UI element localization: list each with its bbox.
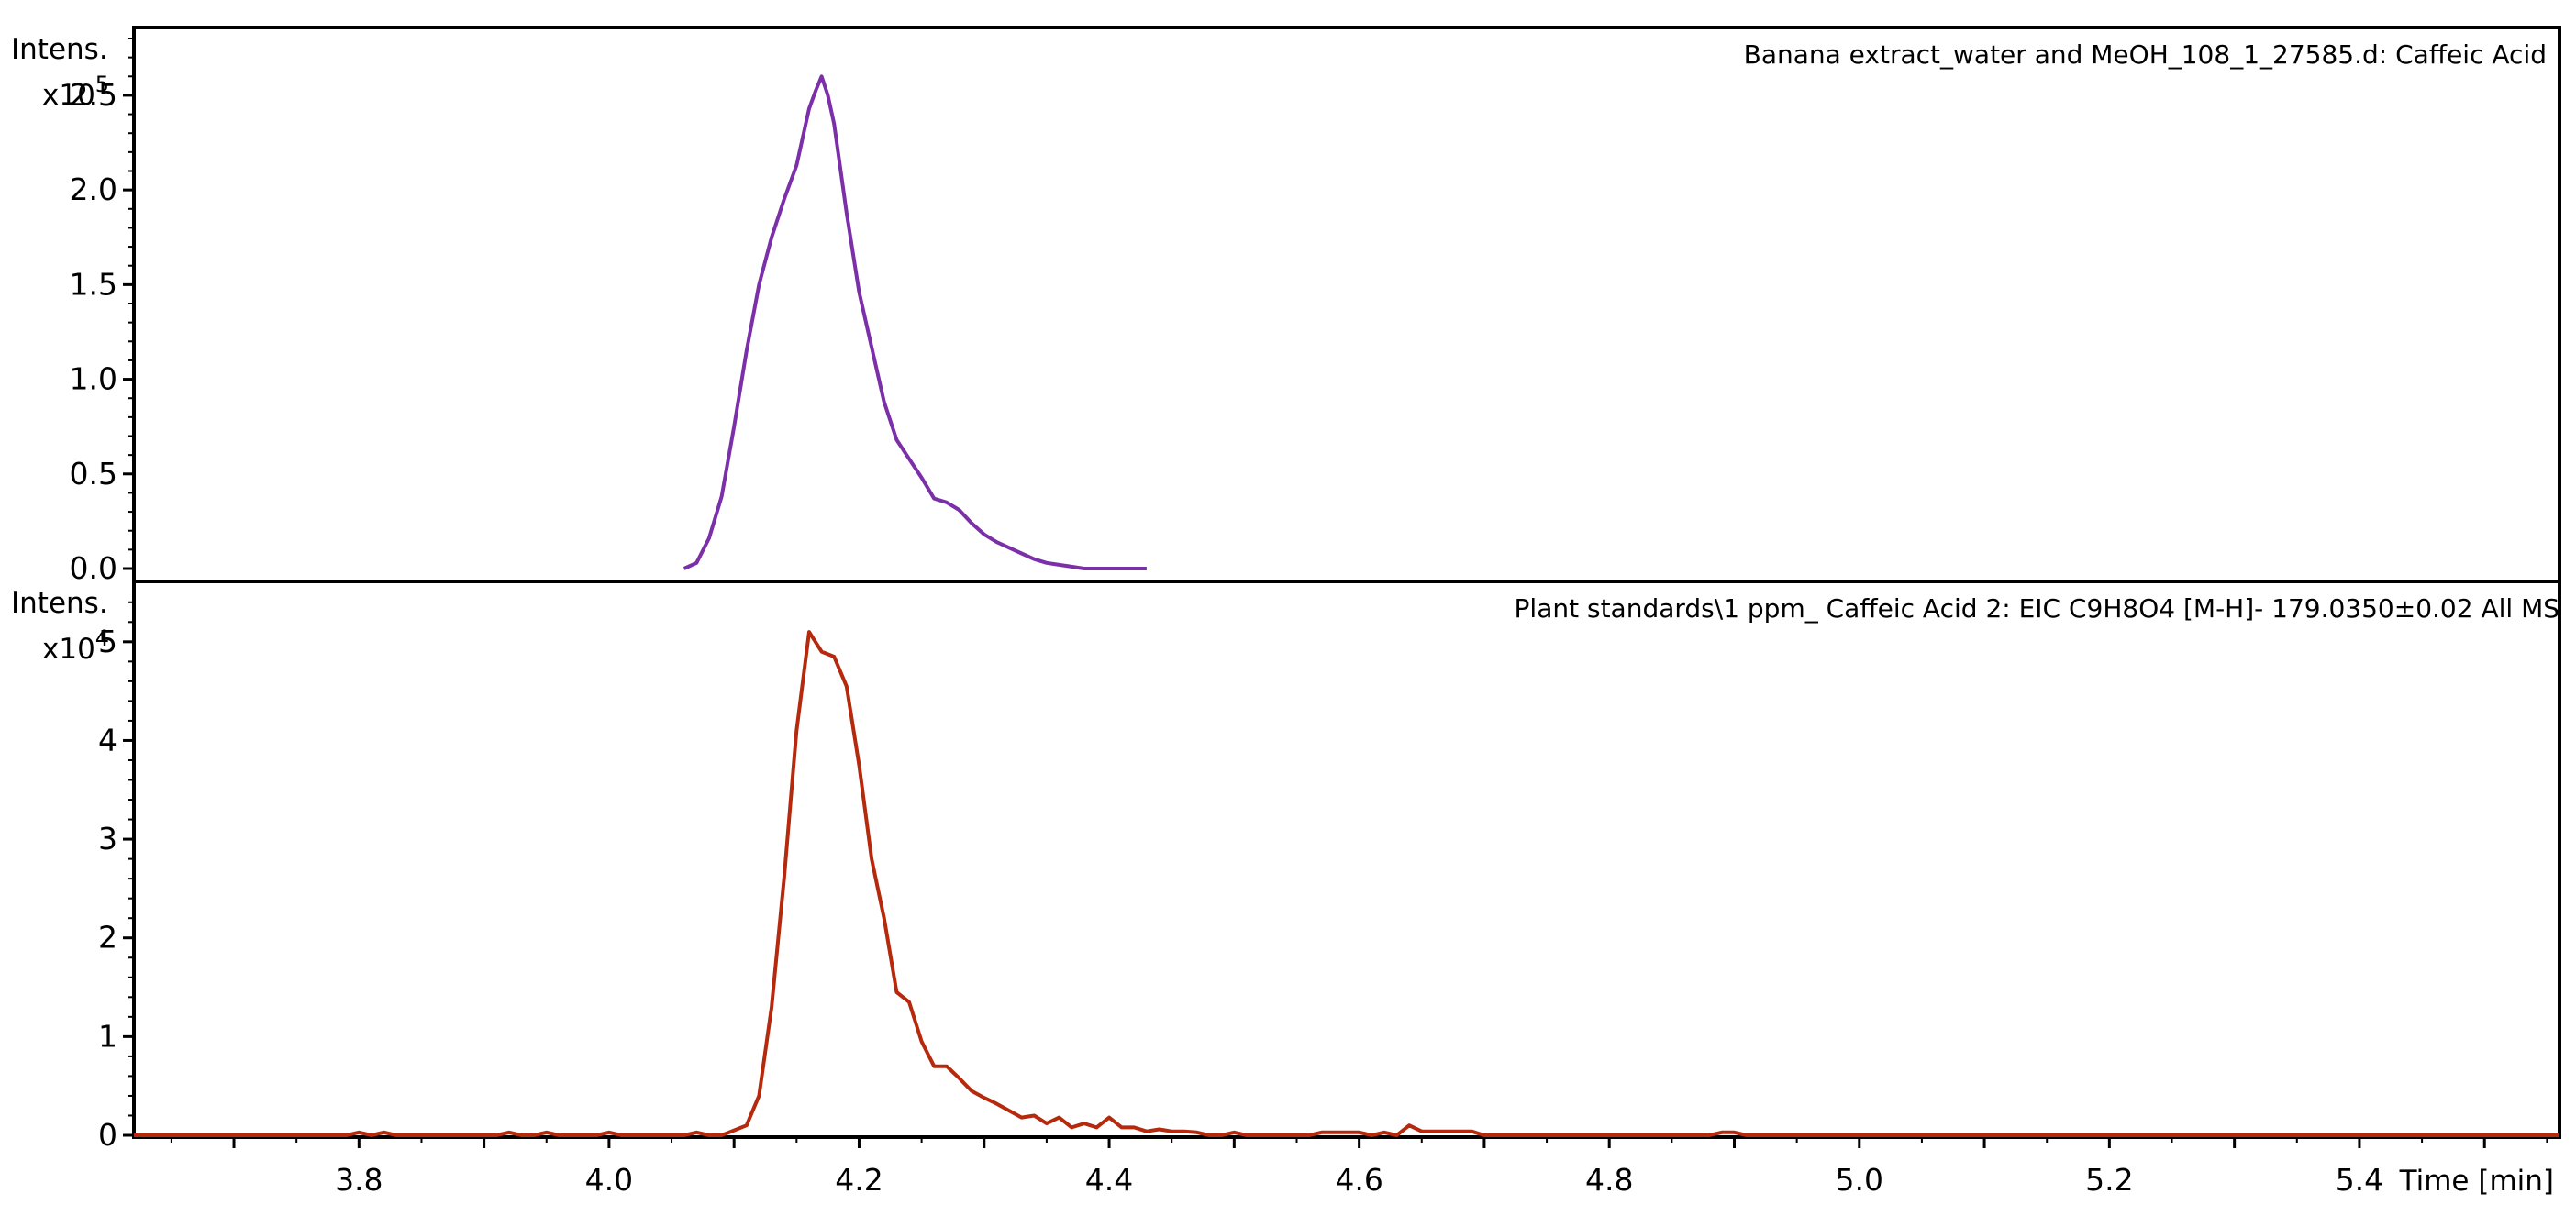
top-trace — [683, 74, 1147, 570]
bottom-chromatogram-panel: Intens. x104 Plant standards\1 ppm_ Caff… — [11, 580, 2561, 1198]
bottom-trace — [134, 630, 2559, 1137]
bottom-plot-frame — [132, 580, 2561, 1139]
top-y-tick-label: 2.0 — [70, 171, 117, 207]
x-tick-label: 5.2 — [2085, 1162, 2133, 1198]
bottom-y-tick-label: 2 — [98, 920, 117, 956]
top-y-minor-ticks — [128, 38, 134, 569]
top-y-tick-label: 1.0 — [70, 361, 117, 397]
top-trace-title: Banana extract_water and MeOH_108_1_2758… — [1744, 39, 2547, 70]
bottom-y-axis-label: Intens. — [11, 587, 108, 620]
bottom-y-tick-label: 4 — [98, 722, 117, 757]
bottom-y-ticks: 0 1 2 3 4 5 — [98, 624, 134, 1153]
bottom-y-tick-label: 0 — [98, 1117, 117, 1153]
x-tick-label: 4.0 — [585, 1162, 633, 1198]
top-y-axis-multiplier: x105 — [42, 72, 109, 112]
x-tick-label: 5.0 — [1836, 1162, 1883, 1198]
x-tick-label: 4.2 — [835, 1162, 883, 1198]
bottom-y-tick-label: 1 — [98, 1018, 117, 1054]
top-y-axis-label: Intens. — [11, 33, 108, 66]
x-tick-label: 5.4 — [2336, 1162, 2383, 1198]
x-axis-label: Time [min] — [2399, 1165, 2554, 1198]
top-plot-frame — [132, 26, 2561, 583]
bottom-trace-title: Plant standards\1 ppm_ Caffeic Acid 2: E… — [1515, 593, 2559, 624]
x-tick-label: 4.4 — [1085, 1162, 1133, 1198]
bottom-series-line — [134, 630, 2559, 1137]
bottom-y-minor-ticks — [128, 601, 134, 1136]
x-tick-label: 4.6 — [1335, 1162, 1382, 1198]
top-y-tick-label: 2.5 — [70, 77, 117, 113]
bottom-y-axis-multiplier: x104 — [42, 625, 109, 666]
top-y-tick-label: 0.5 — [70, 456, 117, 492]
bottom-y-tick-label: 3 — [98, 821, 117, 857]
x-axis-ticks: 3.8 4.0 4.2 4.4 4.6 4.8 5.0 5.2 5.4 — [170, 1137, 2548, 1198]
top-y-tick-label: 0.0 — [70, 550, 117, 586]
x-tick-label: 3.8 — [335, 1162, 383, 1198]
top-y-tick-label: 1.5 — [70, 266, 117, 302]
top-y-ticks: 0.0 0.5 1.0 1.5 2.0 2.5 — [70, 77, 134, 586]
top-series-line — [683, 74, 1147, 570]
x-tick-label: 4.8 — [1585, 1162, 1633, 1198]
bottom-y-tick-label: 5 — [98, 624, 117, 659]
top-chromatogram-panel: Intens. x105 Banana extract_water and Me… — [11, 26, 2561, 586]
